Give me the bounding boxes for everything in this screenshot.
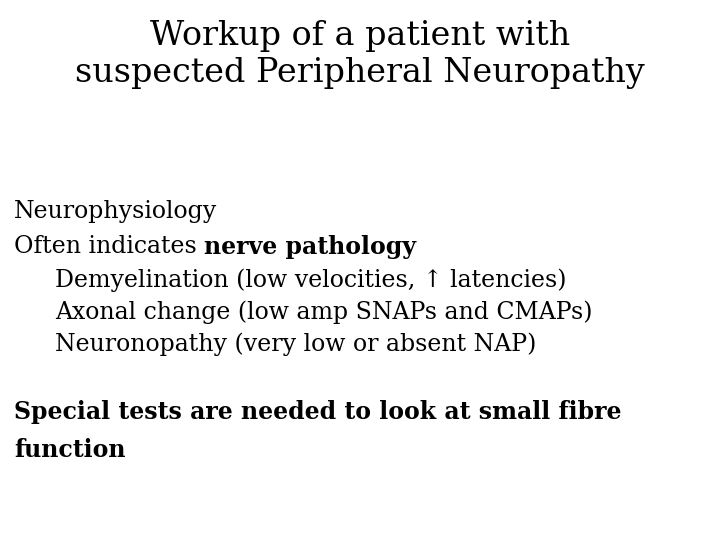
- Text: Neuronopathy (very low or absent NAP): Neuronopathy (very low or absent NAP): [55, 332, 536, 355]
- Text: function: function: [14, 438, 125, 462]
- Text: Special tests are needed to look at small fibre: Special tests are needed to look at smal…: [14, 400, 621, 424]
- Text: Often indicates: Often indicates: [14, 235, 204, 258]
- Text: Demyelination (low velocities, ↑ latencies): Demyelination (low velocities, ↑ latenci…: [55, 268, 567, 292]
- Text: Axonal change (low amp SNAPs and CMAPs): Axonal change (low amp SNAPs and CMAPs): [55, 300, 593, 323]
- Text: nerve pathology: nerve pathology: [204, 235, 416, 259]
- Text: Neurophysiology: Neurophysiology: [14, 200, 217, 223]
- Text: Workup of a patient with
suspected Peripheral Neuropathy: Workup of a patient with suspected Perip…: [75, 20, 645, 89]
